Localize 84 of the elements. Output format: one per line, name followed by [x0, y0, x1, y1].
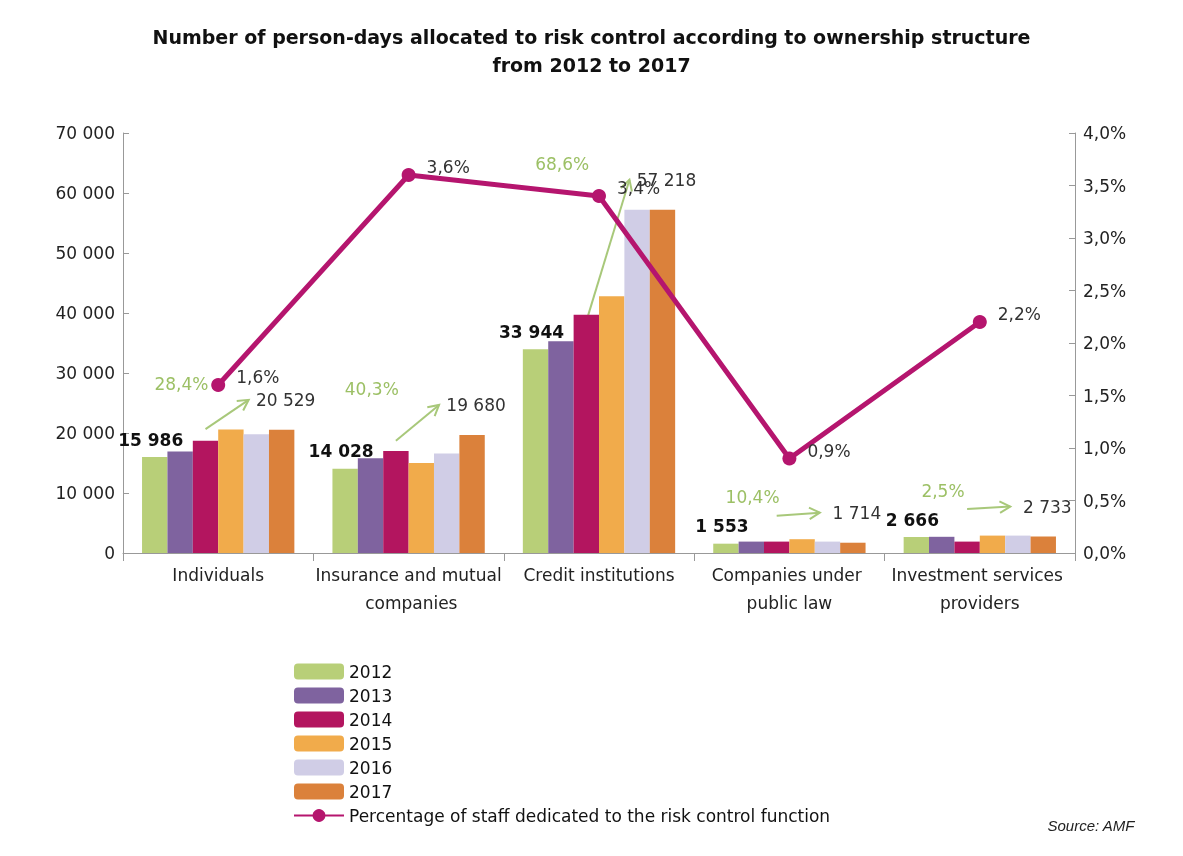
bar	[243, 434, 269, 553]
y2-tick-label: 0,0%	[1083, 543, 1127, 563]
data-label: 1 553	[695, 516, 749, 537]
x-tick-label: Individuals	[172, 565, 265, 585]
legend-label: Percentage of staff dedicated to the risk control function	[349, 805, 831, 826]
data-label: 14 028	[308, 441, 374, 462]
bar	[383, 451, 409, 553]
point	[782, 451, 797, 466]
point	[592, 189, 606, 203]
data-label: 3,6%	[426, 157, 470, 177]
data-label: 0,9%	[807, 440, 851, 461]
y2-tick-label: 3,5%	[1083, 175, 1127, 196]
data-label: 33 944	[499, 321, 565, 342]
x-tick-label: Credit institutions	[523, 565, 675, 585]
bar	[573, 314, 599, 553]
y-tick-label: 0	[104, 543, 115, 563]
bar	[789, 539, 815, 553]
legend-label: 2013	[349, 685, 393, 706]
data-label: 2 666	[885, 509, 939, 530]
bar	[764, 541, 790, 553]
y-tick-label: 20 000	[55, 423, 115, 443]
data-label: 2,2%	[997, 304, 1041, 324]
bar	[332, 468, 358, 553]
y-tick-label: 10 000	[55, 483, 115, 503]
y-tick-label: 30 000	[55, 363, 115, 383]
bar	[548, 341, 574, 553]
source-note: Source: AMF	[1047, 817, 1136, 834]
chart-title: Number of person-days allocated to risk control according to ownership structure from 2012 to 2017	[152, 26, 1031, 76]
data-label: 19 680	[446, 395, 506, 416]
bar	[522, 349, 549, 553]
data-label: 1 714	[832, 503, 882, 524]
bar	[649, 209, 676, 553]
data-label: 20 529	[255, 390, 316, 411]
x-tick-label: Investment services providers	[891, 565, 1069, 613]
legend-label: 2014	[349, 709, 393, 730]
bar	[903, 537, 930, 553]
y2-tick-label: 2,5%	[1083, 280, 1127, 301]
bar	[929, 536, 955, 553]
point	[401, 168, 416, 182]
bar	[840, 542, 866, 553]
bar	[713, 543, 739, 553]
bar	[979, 535, 1006, 553]
bar	[433, 453, 460, 553]
y2-tick-label: 0,5%	[1083, 490, 1127, 511]
annotation: 10,4%	[725, 486, 780, 507]
annotation: 40,3%	[344, 378, 399, 399]
bar	[268, 429, 295, 553]
annotation: 68,6%	[535, 153, 590, 174]
legend-label: 2012	[349, 661, 393, 682]
bar	[599, 296, 625, 553]
bar	[1005, 535, 1031, 553]
legend-label: 2016	[349, 757, 393, 778]
data-label: 15 986	[118, 429, 184, 450]
bar	[954, 541, 980, 553]
bar	[459, 434, 485, 553]
y2-tick-label: 4,0%	[1083, 123, 1127, 143]
bar	[1030, 536, 1056, 553]
bar	[408, 463, 434, 553]
bar	[814, 541, 841, 553]
annotation: 2,5%	[921, 480, 965, 501]
y-tick-label: 50 000	[55, 243, 115, 263]
legend-label: 2017	[349, 781, 393, 802]
y-tick-label: 40 000	[55, 303, 115, 323]
data-label: 2 733	[1022, 497, 1072, 518]
bar	[218, 429, 244, 553]
bar	[192, 440, 219, 553]
data-label: 1,6%	[236, 367, 280, 387]
y2-tick-label: 2,0%	[1083, 333, 1127, 353]
x-tick-label: Insurance and mutual companies	[315, 565, 502, 613]
point	[972, 315, 987, 329]
y2-tick-label: 1,0%	[1083, 438, 1127, 458]
x-tick-label: Companies under public law	[711, 565, 868, 613]
point	[211, 378, 226, 392]
y-tick-label: 60 000	[55, 183, 115, 203]
y-tick-label: 70 000	[55, 123, 115, 143]
bar	[167, 451, 193, 553]
y2-tick-label: 1,5%	[1083, 385, 1127, 406]
bar	[142, 457, 168, 553]
bar	[624, 209, 650, 553]
legend-label: 2015	[349, 733, 393, 754]
y2-tick-label: 3,0%	[1083, 228, 1127, 248]
annotation: 28,4%	[154, 373, 209, 394]
bar	[738, 541, 765, 553]
bar	[357, 458, 384, 553]
